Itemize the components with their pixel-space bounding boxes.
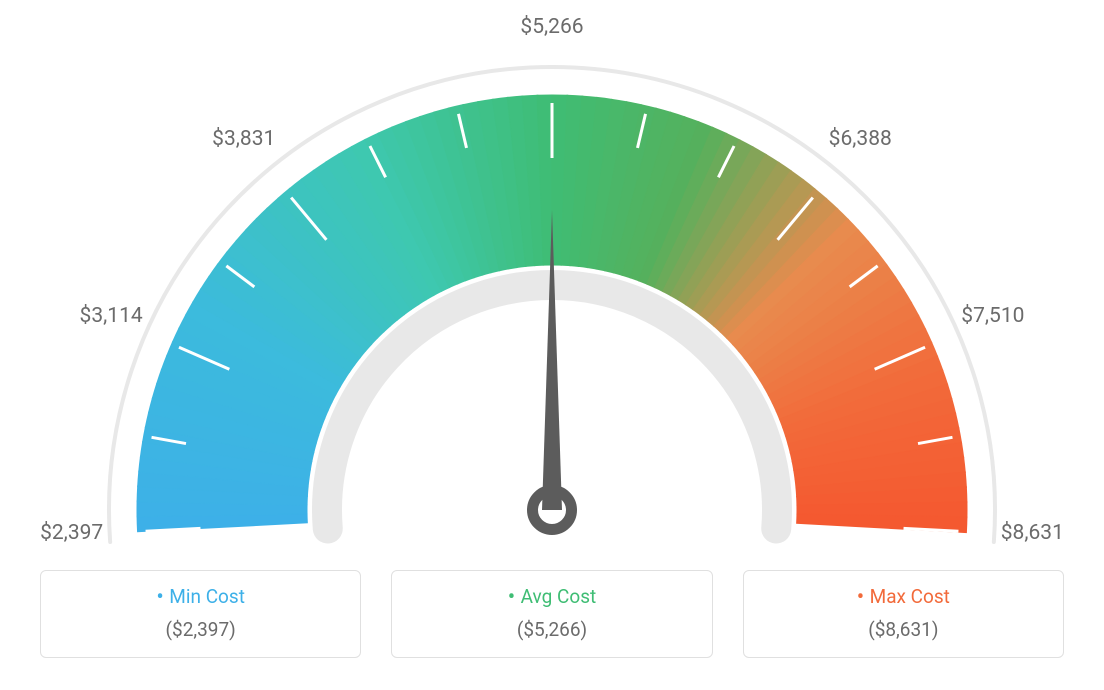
legend-card-avg: Avg Cost ($5,266) bbox=[391, 570, 712, 658]
gauge-tick-label: $5,266 bbox=[502, 15, 602, 39]
cost-gauge: $2,397 $3,114 $3,831 $5,266 $6,388 $7,510 $8,6… bbox=[0, 0, 1104, 560]
gauge-tick-label: $3,831 bbox=[194, 127, 294, 151]
gauge-tick-label: $3,114 bbox=[61, 304, 161, 328]
legend-row: Min Cost ($2,397) Avg Cost ($5,266) Max … bbox=[0, 570, 1104, 658]
legend-card-max: Max Cost ($8,631) bbox=[743, 570, 1064, 658]
legend-title-min: Min Cost bbox=[41, 585, 360, 610]
legend-value-max: ($8,631) bbox=[744, 618, 1063, 641]
gauge-tick-label: $2,397 bbox=[22, 521, 122, 545]
gauge-svg bbox=[0, 0, 1104, 560]
legend-title-avg: Avg Cost bbox=[392, 585, 711, 610]
gauge-tick-label: $7,510 bbox=[943, 304, 1043, 328]
legend-title-max: Max Cost bbox=[744, 585, 1063, 610]
gauge-tick-label: $6,388 bbox=[810, 127, 910, 151]
legend-card-min: Min Cost ($2,397) bbox=[40, 570, 361, 658]
gauge-tick-label: $8,631 bbox=[982, 521, 1082, 545]
legend-value-avg: ($5,266) bbox=[392, 618, 711, 641]
legend-value-min: ($2,397) bbox=[41, 618, 360, 641]
